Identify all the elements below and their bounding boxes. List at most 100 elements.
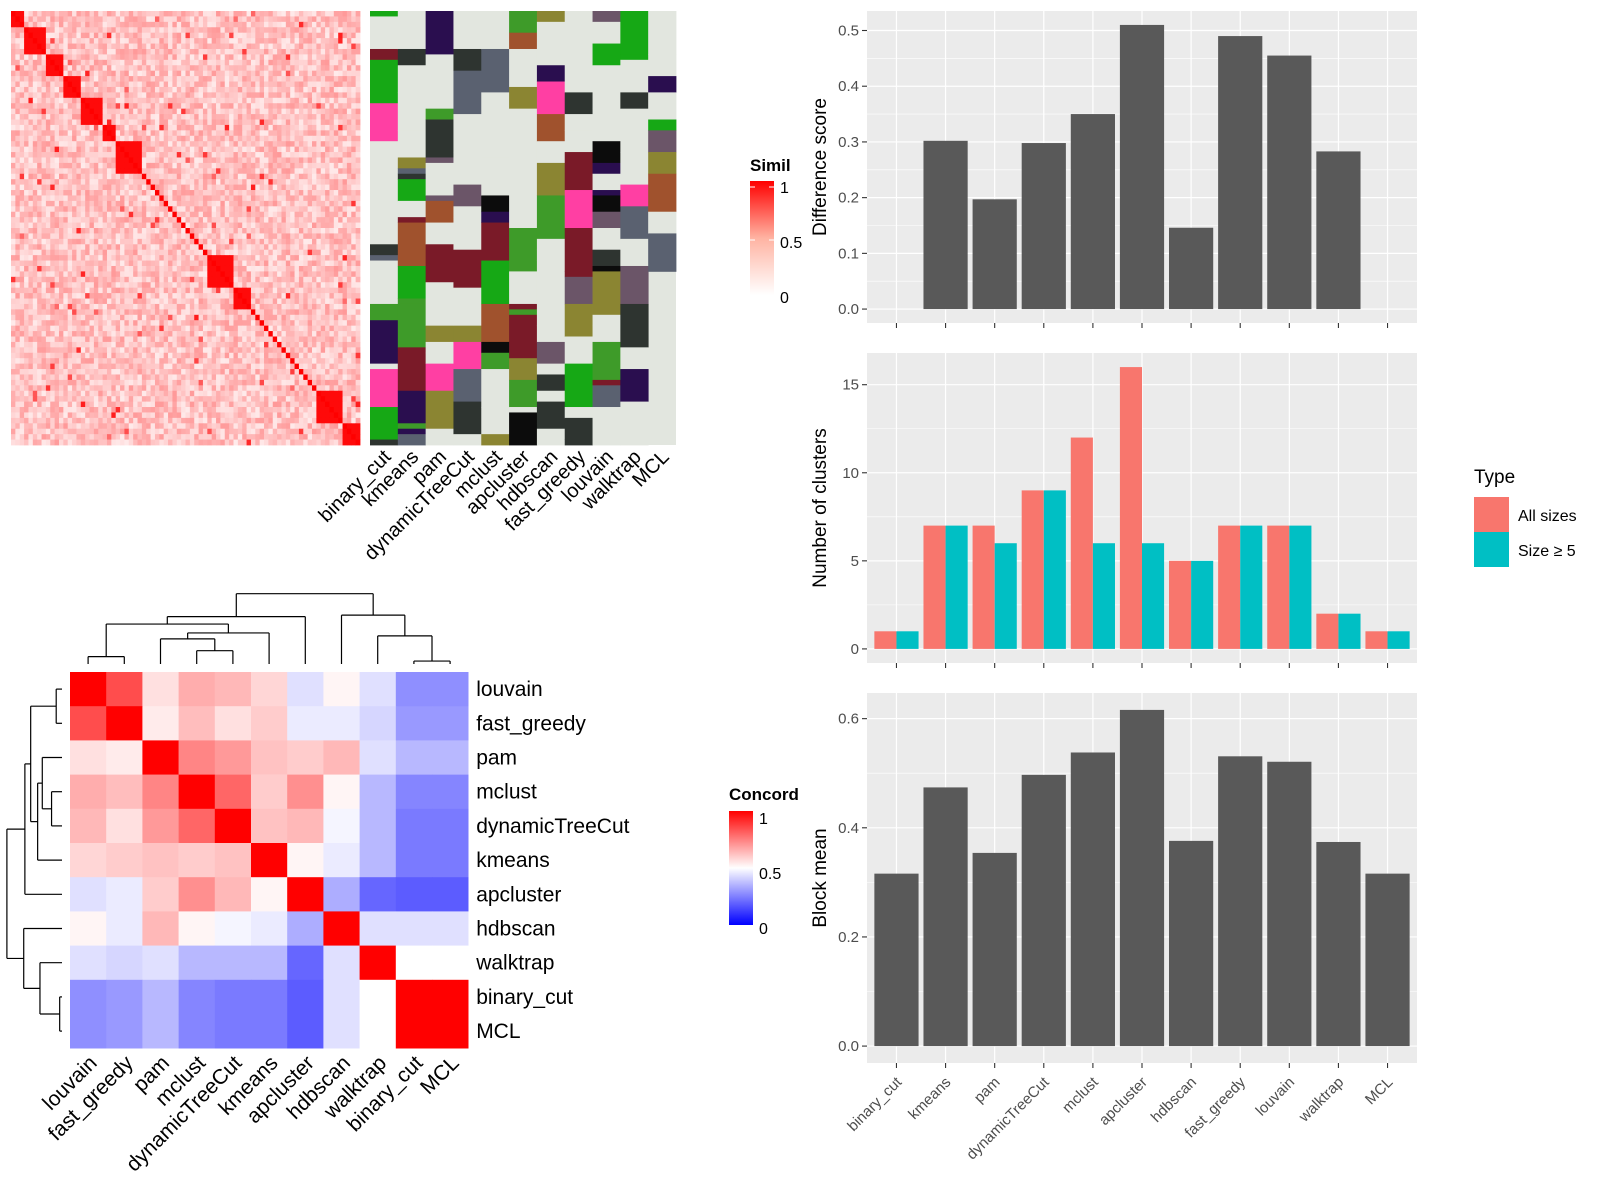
similarity-cell bbox=[216, 228, 221, 234]
similarity-cell bbox=[207, 135, 213, 142]
similarity-cell bbox=[50, 135, 56, 142]
similarity-cell bbox=[346, 249, 352, 256]
similarity-cell bbox=[106, 38, 112, 44]
similarity-cell bbox=[338, 314, 343, 321]
similarity-cell bbox=[102, 32, 108, 39]
similarity-cell bbox=[32, 152, 38, 158]
similarity-cell bbox=[102, 249, 108, 256]
similarity-cell bbox=[307, 190, 313, 196]
similarity-cell bbox=[168, 146, 173, 153]
similarity-cell bbox=[72, 16, 77, 23]
similarity-cell bbox=[19, 27, 25, 34]
similarity-cell bbox=[198, 16, 204, 23]
similarity-cell bbox=[246, 108, 252, 115]
similarity-cell bbox=[277, 255, 282, 261]
similarity-cell bbox=[154, 157, 160, 164]
similarity-cell bbox=[168, 249, 173, 256]
similarity-cell bbox=[146, 43, 151, 50]
similarity-cell bbox=[32, 108, 38, 115]
similarity-cell bbox=[220, 21, 226, 28]
similarity-cell bbox=[338, 76, 343, 82]
similarity-cell bbox=[216, 309, 221, 316]
similarity-cell bbox=[185, 195, 191, 202]
similarity-cell bbox=[163, 341, 169, 348]
similarity-cell bbox=[333, 282, 339, 289]
similarity-cell bbox=[168, 11, 173, 17]
similarity-cell bbox=[58, 27, 64, 34]
similarity-cell bbox=[224, 325, 230, 332]
similarity-cell bbox=[111, 314, 117, 321]
similarity-cell bbox=[268, 70, 274, 77]
similarity-cell bbox=[115, 119, 121, 126]
similarity-cell bbox=[224, 135, 230, 142]
similarity-cell bbox=[11, 59, 16, 66]
similarity-cell bbox=[128, 341, 134, 348]
similarity-cell bbox=[45, 70, 51, 77]
similarity-cell bbox=[202, 114, 208, 120]
similarity-cell bbox=[124, 86, 130, 93]
similarity-cell bbox=[294, 206, 300, 213]
similarity-cell bbox=[133, 298, 138, 305]
similarity-cell bbox=[338, 287, 343, 294]
similarity-cell bbox=[172, 97, 178, 104]
similarity-cell bbox=[185, 282, 191, 289]
similarity-cell bbox=[246, 282, 252, 289]
similarity-cell bbox=[19, 347, 25, 354]
similarity-cell bbox=[28, 179, 34, 185]
similarity-cell bbox=[50, 119, 56, 126]
similarity-cell bbox=[137, 114, 143, 120]
similarity-cell bbox=[45, 124, 51, 131]
similarity-cell bbox=[320, 341, 326, 348]
similarity-cell bbox=[185, 157, 191, 164]
similarity-cell bbox=[72, 211, 77, 218]
similarity-cell bbox=[146, 16, 151, 23]
similarity-cell bbox=[89, 43, 95, 50]
similarity-cell bbox=[351, 92, 357, 99]
similarity-cell bbox=[63, 331, 69, 337]
similarity-cell bbox=[11, 11, 16, 17]
similarity-cell bbox=[111, 130, 117, 137]
similarity-cell bbox=[50, 347, 56, 354]
similarity-cell bbox=[168, 347, 173, 354]
similarity-cell bbox=[89, 206, 95, 213]
similarity-cell bbox=[124, 135, 130, 142]
similarity-cell bbox=[264, 81, 269, 88]
similarity-cell bbox=[45, 244, 51, 251]
similarity-cell bbox=[294, 179, 300, 185]
similarity-cell bbox=[277, 152, 282, 158]
similarity-cell bbox=[290, 238, 295, 245]
similarity-cell bbox=[181, 108, 186, 115]
similarity-cell bbox=[329, 190, 335, 196]
similarity-cell bbox=[312, 146, 317, 153]
similarity-cell bbox=[194, 92, 199, 99]
similarity-cell bbox=[189, 228, 195, 234]
similarity-cell bbox=[45, 347, 51, 354]
similarity-cell bbox=[211, 141, 217, 148]
similarity-cell bbox=[154, 168, 160, 175]
similarity-cell bbox=[202, 157, 208, 164]
similarity-cell bbox=[281, 336, 287, 343]
similarity-cell bbox=[67, 146, 73, 153]
similarity-cell bbox=[237, 119, 243, 126]
similarity-cell bbox=[159, 271, 165, 278]
similarity-cell bbox=[338, 16, 343, 23]
similarity-cell bbox=[80, 16, 86, 23]
similarity-cell bbox=[312, 314, 317, 321]
similarity-cell bbox=[141, 70, 147, 77]
similarity-cell bbox=[242, 314, 247, 321]
similarity-cell bbox=[351, 233, 357, 240]
similarity-cell bbox=[198, 341, 204, 348]
similarity-cell bbox=[224, 157, 230, 164]
similarity-cell bbox=[285, 228, 291, 234]
similarity-cell bbox=[298, 54, 304, 61]
similarity-cell bbox=[176, 320, 182, 327]
similarity-cell bbox=[277, 341, 282, 348]
similarity-cell bbox=[189, 81, 195, 88]
similarity-cell bbox=[189, 114, 195, 120]
similarity-cell bbox=[189, 86, 195, 93]
similarity-cell bbox=[32, 38, 38, 44]
similarity-cell bbox=[333, 97, 339, 104]
similarity-cell bbox=[185, 27, 191, 34]
similarity-cell bbox=[67, 195, 73, 202]
similarity-cell bbox=[137, 130, 143, 137]
